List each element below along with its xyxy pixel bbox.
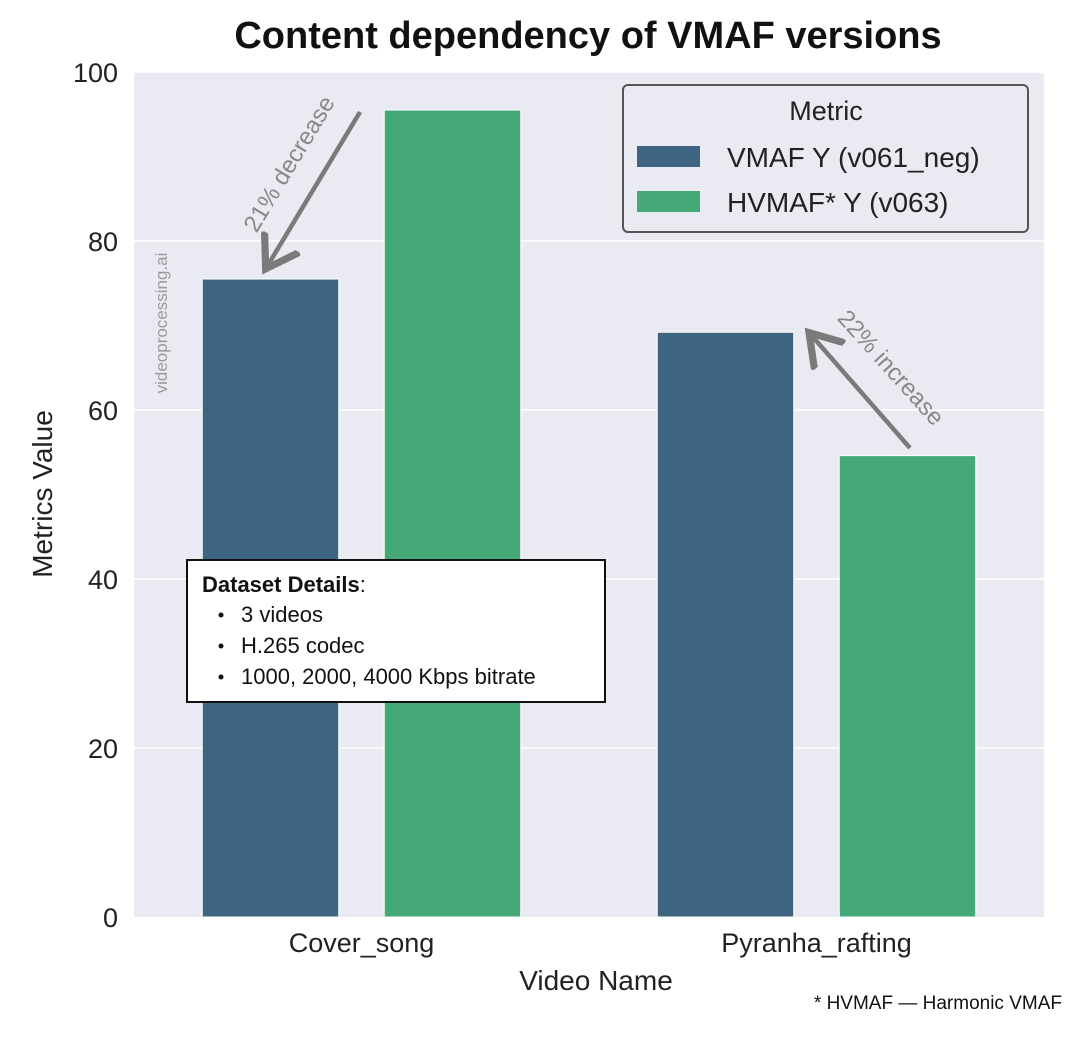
footnote: * HVMAF — Harmonic VMAF	[814, 993, 1062, 1014]
bars	[201, 109, 977, 918]
bar-vmaf-pyranha-rafting	[656, 331, 795, 918]
x-tick-label: Cover_song	[289, 928, 435, 958]
legend-label-hvmaf: HVMAF* Y (v063)	[727, 187, 948, 218]
x-axis-ticks: Cover_song Pyranha_rafting	[289, 928, 912, 958]
legend-frame	[622, 84, 1029, 233]
increase-arrow	[812, 336, 912, 450]
y-axis-label: Metrics Value	[27, 410, 58, 578]
bullet-2	[218, 643, 224, 649]
y-tick-label: 0	[103, 903, 118, 933]
x-tick-label: Pyranha_rafting	[721, 928, 912, 958]
chart-title: Content dependency of VMAF versions	[234, 15, 941, 57]
dataset-detail-videos: 3 videos	[241, 602, 323, 627]
dataset-details-heading: Dataset Details:	[202, 572, 366, 597]
legend-title: Metric	[789, 96, 863, 126]
dataset-detail-codec: H.265 codec	[241, 633, 365, 658]
legend: Metric VMAF Y (v061_neg) HVMAF* Y (v063)	[622, 84, 1029, 233]
bar-hvmaf-pyranha-rafting	[838, 455, 977, 918]
legend-swatch-hvmaf	[637, 191, 700, 212]
bullet-3	[218, 674, 224, 680]
y-tick-label: 100	[73, 58, 118, 88]
legend-label-vmaf: VMAF Y (v061_neg)	[727, 142, 980, 173]
y-axis-ticks: 0 20 40 60 80 100	[73, 58, 118, 933]
y-tick-label: 60	[88, 396, 118, 426]
watermark-text: videoprocessing.ai	[152, 253, 171, 394]
bar-hvmaf-cover-song	[383, 109, 522, 918]
legend-swatch-vmaf	[637, 146, 700, 167]
dataset-details-box: Dataset Details: 3 videos H.265 codec 10…	[186, 559, 606, 703]
y-tick-label: 80	[88, 227, 118, 257]
decrease-arrow	[268, 110, 362, 265]
dataset-details-title: Dataset Details	[202, 572, 360, 597]
y-tick-label: 20	[88, 734, 118, 764]
dataset-details-title-colon: :	[360, 572, 366, 597]
dataset-detail-bitrate: 1000, 2000, 4000 Kbps bitrate	[241, 664, 536, 689]
x-axis-label: Video Name	[519, 965, 673, 996]
dataset-details-frame	[186, 559, 606, 703]
y-tick-label: 40	[88, 565, 118, 595]
bullet-1	[218, 612, 224, 618]
